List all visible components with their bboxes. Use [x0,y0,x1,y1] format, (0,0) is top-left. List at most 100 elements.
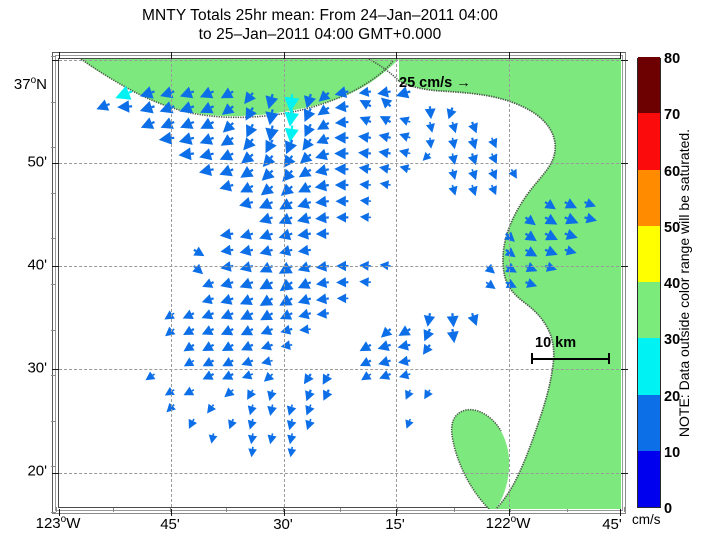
current-vector-arrow [448,170,458,180]
current-vector-tail [269,185,274,190]
current-vector-tail [368,373,372,376]
current-vector-tail [269,201,274,205]
current-vector-arrow [377,340,390,351]
current-vector-arrow [284,111,299,127]
current-vector-arrow [565,212,579,225]
y-tick [52,472,59,474]
minor-tick [112,507,114,512]
minor-tick [51,56,56,57]
page-title: MNTY Totals 25hr mean: From 24–Jan–2011 … [0,6,640,44]
current-vector-arrow [199,163,212,176]
current-vector-tail [408,418,412,422]
current-vector-arrow [278,228,292,241]
current-vector-arrow [317,104,330,116]
current-vector-arrow [425,139,435,149]
gridline-x [508,59,510,507]
current-vector-arrow [117,100,130,113]
x-tick [508,509,510,516]
current-vector-arrow [219,179,232,192]
map-plot-area[interactable]: 25 cm/s → 10 km [52,52,628,516]
current-vector-tail [128,90,133,94]
current-vector-tail [368,119,372,124]
current-vector-arrow [115,85,132,100]
scale-bar-line [531,358,609,360]
current-vector-tail [269,248,273,252]
current-vector-tail [307,297,312,301]
current-vector-tail [451,121,454,125]
current-vector-arrow [380,97,393,109]
current-vector-tail [451,153,454,156]
colorbar-tick-label: 70 [664,107,681,124]
gridline-x [396,59,398,507]
current-vector-arrow [283,154,296,168]
current-vector-arrow [239,228,252,240]
current-vector-arrow [222,357,234,367]
current-vector-tail [289,201,293,205]
current-vector-tail [544,216,549,220]
current-vector-tail [230,297,234,301]
current-vector-tail [270,359,273,362]
current-vector-tail [289,327,293,331]
current-vector-tail [210,90,215,94]
current-vector-arrow [247,405,257,416]
y-tick [52,162,59,164]
current-vector-arrow [166,402,176,413]
current-vector-tail [307,153,312,158]
current-vector-tail [307,216,312,220]
minor-tick [396,507,398,512]
current-vector-arrow [202,370,214,380]
current-vector-arrow [399,369,410,380]
current-vector-arrow [241,151,255,164]
current-vector-arrow [585,212,597,224]
colorbar-band [638,113,660,170]
current-vector-arrow [179,101,194,114]
current-vector-arrow [280,324,292,335]
current-vector-tail [309,418,312,422]
minor-tick [51,101,56,103]
current-vector-arrow [261,168,275,181]
current-vector-arrow [379,261,389,271]
gridline-y [59,59,619,61]
scale-bar-label: 10 km [535,335,577,351]
current-vector-tail [190,105,195,109]
y-tick-right [621,266,628,267]
current-vector-tail [490,137,494,141]
current-vector-arrow [178,132,193,145]
colorbar[interactable]: 0 10 20 30 40 50 60 70 80 [637,51,680,517]
current-vector-arrow [545,229,558,241]
current-vector-arrow [316,133,329,145]
current-vector-tail [524,232,529,237]
current-vector-arrow [378,148,389,159]
colorbar-band [638,338,660,395]
current-vector-tail [387,359,391,363]
current-vector-arrow [298,166,312,178]
current-vector-arrow [304,124,315,138]
current-vector-arrow [488,153,498,164]
current-vector-arrow [484,263,495,274]
current-vector-arrow [423,329,434,342]
current-vector-arrow [379,116,391,126]
current-vector-arrow [544,199,556,210]
current-vector-arrow [201,309,214,320]
current-vector-arrow [239,244,252,256]
current-vector-arrow [278,212,293,225]
minor-tick [51,192,56,194]
current-vector-arrow [200,101,214,114]
current-vector-tail [407,152,411,155]
current-vector-tail [524,248,529,253]
current-vector-tail [210,152,214,156]
current-vector-arrow [468,169,478,181]
current-vector-arrow [424,108,436,120]
current-vector-tail [270,109,274,113]
current-vector-tail [289,169,294,174]
current-vector-arrow [377,86,389,98]
current-vector-arrow [359,212,369,222]
current-vector-arrow [298,181,311,193]
current-vector-arrow [545,245,558,257]
current-vector-arrow [380,326,393,338]
current-vector-tail [230,328,234,332]
current-vector-arrow [334,100,347,113]
current-vector-tail [387,372,392,376]
current-vector-arrow [140,117,155,129]
current-vector-arrow [164,387,175,396]
